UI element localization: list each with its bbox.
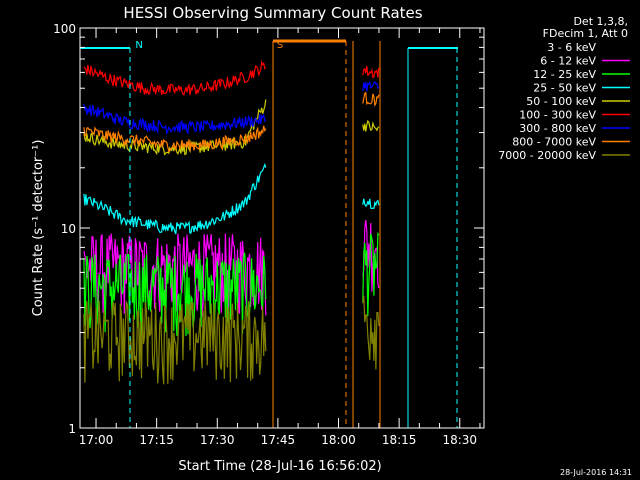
legend-header-0: Det 1,3,8, <box>573 15 628 28</box>
series-line-1 <box>83 220 380 317</box>
plot-area: N S 17:00 17:15 17:30 17:45 18:00 18:15 18:30 1 10… <box>53 22 485 447</box>
x-tick-label-6: 18:30 <box>442 433 477 447</box>
x-tick-label-1: 17:15 <box>139 433 174 447</box>
x-tick-label-4: 18:00 <box>321 433 356 447</box>
legend-label-8: 7000 - 20000 keV <box>498 149 596 162</box>
x-tick-label-2: 17:30 <box>200 433 235 447</box>
x-tick-label-0: 17:00 <box>79 433 114 447</box>
x-tick-label-3: 17:45 <box>261 433 296 447</box>
legend-label-7: 800 - 7000 keV <box>512 136 596 149</box>
series-line-6 <box>83 80 380 136</box>
series-line-2 <box>83 232 380 337</box>
x-axis-label: Start Time (28-Jul-16 16:56:02) <box>178 459 381 474</box>
legend-label-3: 25 - 50 keV <box>533 82 596 95</box>
series-line-3 <box>83 162 380 235</box>
y-tick-label-2: 100 <box>53 22 76 36</box>
legend-label-4: 50 - 100 keV <box>526 95 596 108</box>
legend-label-6: 300 - 800 keV <box>519 122 596 135</box>
series-line-5 <box>83 60 380 96</box>
legend-label-1: 6 - 12 keV <box>540 55 596 68</box>
footer-timestamp: 28-Jul-2016 14:31 <box>560 468 632 477</box>
legend-header-1: FDecim 1, Att 0 <box>543 27 628 40</box>
series-line-7 <box>83 91 380 153</box>
legend-label-0: 3 - 6 keV <box>547 41 596 54</box>
legend-label-2: 12 - 25 keV <box>533 68 596 81</box>
annotation-S: S <box>277 40 283 51</box>
annotation-N: N <box>135 40 142 51</box>
series-line-8 <box>83 295 380 385</box>
legend-label-5: 100 - 300 keV <box>519 109 596 122</box>
series-line-0 <box>83 360 380 429</box>
chart-title: HESSI Observing Summary Count Rates <box>123 4 422 22</box>
y-tick-label-1: 10 <box>61 222 76 236</box>
y-tick-label-0: 1 <box>68 422 76 436</box>
x-tick-label-5: 18:15 <box>382 433 417 447</box>
y-axis-label: Count Rate (s⁻¹ detector⁻¹) <box>31 140 46 317</box>
